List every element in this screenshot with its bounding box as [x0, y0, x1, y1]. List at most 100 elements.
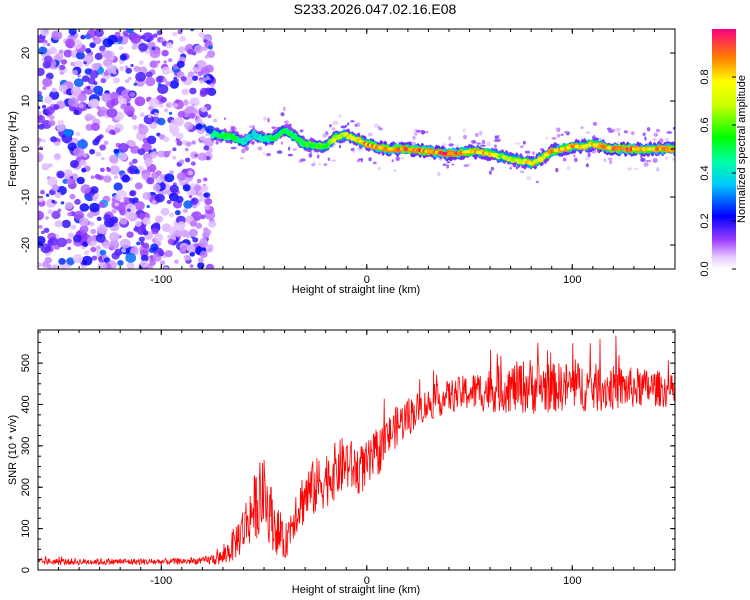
noise-speckle: [157, 150, 165, 158]
noise-speckle: [164, 173, 175, 183]
noise-speckle: [587, 152, 591, 158]
noise-speckle: [130, 63, 134, 68]
noise-speckle: [161, 49, 169, 57]
noise-speckle: [106, 64, 117, 74]
noise-speckle: [184, 147, 189, 152]
noise-speckle: [99, 167, 105, 173]
noise-speckle: [580, 126, 584, 129]
noise-speckle: [56, 123, 66, 132]
noise-speckle: [59, 71, 64, 75]
noise-speckle: [169, 170, 174, 175]
noise-speckle: [174, 210, 181, 216]
noise-speckle: [121, 174, 131, 183]
noise-speckle: [367, 132, 373, 137]
noise-speckle: [60, 201, 65, 205]
noise-speckle: [446, 161, 451, 164]
noise-speckle: [93, 81, 98, 86]
noise-speckle: [163, 108, 169, 113]
noise-speckle: [75, 131, 81, 137]
noise-speckle: [490, 166, 495, 171]
noise-speckle: [192, 75, 198, 81]
noise-speckle: [354, 123, 358, 128]
noise-speckle: [616, 128, 621, 131]
noise-speckle: [169, 184, 179, 193]
noise-speckle: [94, 173, 101, 180]
noise-speckle: [266, 152, 271, 157]
noise-speckle: [322, 133, 328, 138]
noise-speckle: [158, 104, 164, 108]
noise-speckle: [494, 135, 498, 139]
noise-speckle: [300, 158, 306, 162]
noise-speckle: [80, 161, 84, 165]
noise-speckle: [203, 192, 211, 199]
noise-speckle: [166, 199, 172, 205]
noise-speckle: [115, 189, 127, 200]
noise-speckle: [592, 121, 598, 126]
noise-speckle: [130, 145, 140, 154]
noise-speckle: [101, 157, 105, 161]
noise-speckle: [119, 238, 131, 249]
noise-speckle: [144, 157, 153, 166]
noise-speckle: [200, 66, 210, 75]
noise-speckle: [94, 52, 103, 61]
noise-speckle: [92, 196, 98, 202]
noise-speckle: [126, 29, 135, 34]
noise-speckle: [103, 71, 110, 77]
colorbar-tick-label: 0.0: [699, 261, 711, 276]
noise-speckle: [395, 156, 400, 162]
y-tick-label: 300: [20, 437, 32, 455]
noise-speckle: [132, 158, 138, 164]
noise-speckle: [128, 161, 134, 166]
spectrogram-x-ticks: -100 0 100: [58, 29, 676, 286]
noise-speckle: [666, 131, 673, 134]
noise-speckle: [77, 139, 88, 150]
noise-speckle: [157, 117, 166, 126]
noise-speckle: [623, 130, 629, 134]
noise-speckle: [49, 90, 60, 100]
noise-speckle: [210, 83, 215, 88]
noise-speckle: [93, 63, 100, 70]
noise-speckle: [102, 241, 111, 249]
noise-speckle: [103, 213, 112, 222]
noise-speckle: [378, 127, 383, 131]
noise-speckle: [135, 220, 142, 227]
noise-speckle: [368, 157, 372, 162]
figure-title: S233.2026.047.02.16.E08: [294, 1, 457, 17]
noise-speckle: [189, 251, 195, 257]
noise-speckle: [47, 43, 51, 47]
snr-series-line: [38, 335, 675, 566]
noise-speckle: [93, 85, 104, 95]
noise-speckle: [60, 59, 68, 65]
noise-speckle: [43, 244, 48, 248]
noise-speckle: [81, 168, 87, 173]
noise-speckle: [177, 29, 183, 35]
noise-speckle: [475, 133, 479, 137]
noise-speckle: [151, 171, 160, 180]
noise-speckle: [323, 163, 328, 167]
noise-speckle: [70, 224, 77, 230]
noise-speckle: [152, 33, 158, 38]
noise-speckle: [182, 100, 189, 106]
noise-speckle: [308, 153, 313, 158]
noise-speckle: [652, 158, 658, 163]
noise-speckle: [223, 117, 227, 120]
noise-speckle: [198, 239, 209, 248]
noise-speckle: [189, 229, 198, 237]
noise-speckle: [81, 255, 93, 266]
noise-speckle: [160, 96, 167, 103]
noise-speckle: [205, 155, 211, 161]
noise-speckle: [98, 201, 106, 208]
colorbar-ticks: 0.0 0.2 0.4 0.6 0.8: [699, 69, 736, 277]
snr-x-ticks: -100 0 100: [58, 330, 676, 587]
noise-speckle: [90, 122, 100, 131]
noise-speckle: [194, 64, 199, 68]
noise-speckle: [79, 217, 89, 226]
noise-speckle: [197, 71, 203, 77]
noise-speckle: [155, 215, 164, 223]
noise-speckle: [133, 65, 141, 72]
noise-speckle: [66, 257, 75, 266]
noise-speckle: [208, 45, 213, 50]
noise-speckle: [311, 163, 316, 167]
noise-speckle: [113, 182, 123, 191]
noise-speckle: [63, 129, 73, 137]
